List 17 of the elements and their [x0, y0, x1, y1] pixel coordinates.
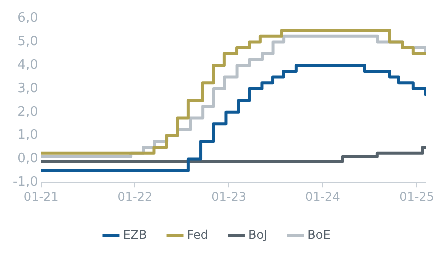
y-tick-label: 3,0: [18, 81, 38, 96]
y-tick-label: 0,0: [18, 152, 38, 167]
y-tick-label: 6,0: [18, 11, 38, 26]
x-tick-label: 01-21: [24, 190, 59, 204]
y-tick-label: 2,0: [18, 104, 38, 120]
legend-label: EZB: [123, 228, 148, 242]
y-tick-label: 5,0: [18, 34, 38, 50]
x-tick-label: 01-23: [212, 190, 246, 204]
y-tick-label: 1,0: [18, 128, 38, 144]
x-tick-label: 01-25: [400, 190, 434, 204]
legend-label: BoE: [308, 228, 331, 242]
x-tick-label: 01-22: [118, 190, 153, 204]
legend-label: BoJ: [248, 228, 268, 242]
legend-label: Fed: [187, 228, 209, 242]
y-tick-label: 4,0: [18, 58, 38, 73]
y-tick-label: -1,0: [12, 174, 38, 190]
x-tick-label: 01-24: [305, 190, 340, 204]
